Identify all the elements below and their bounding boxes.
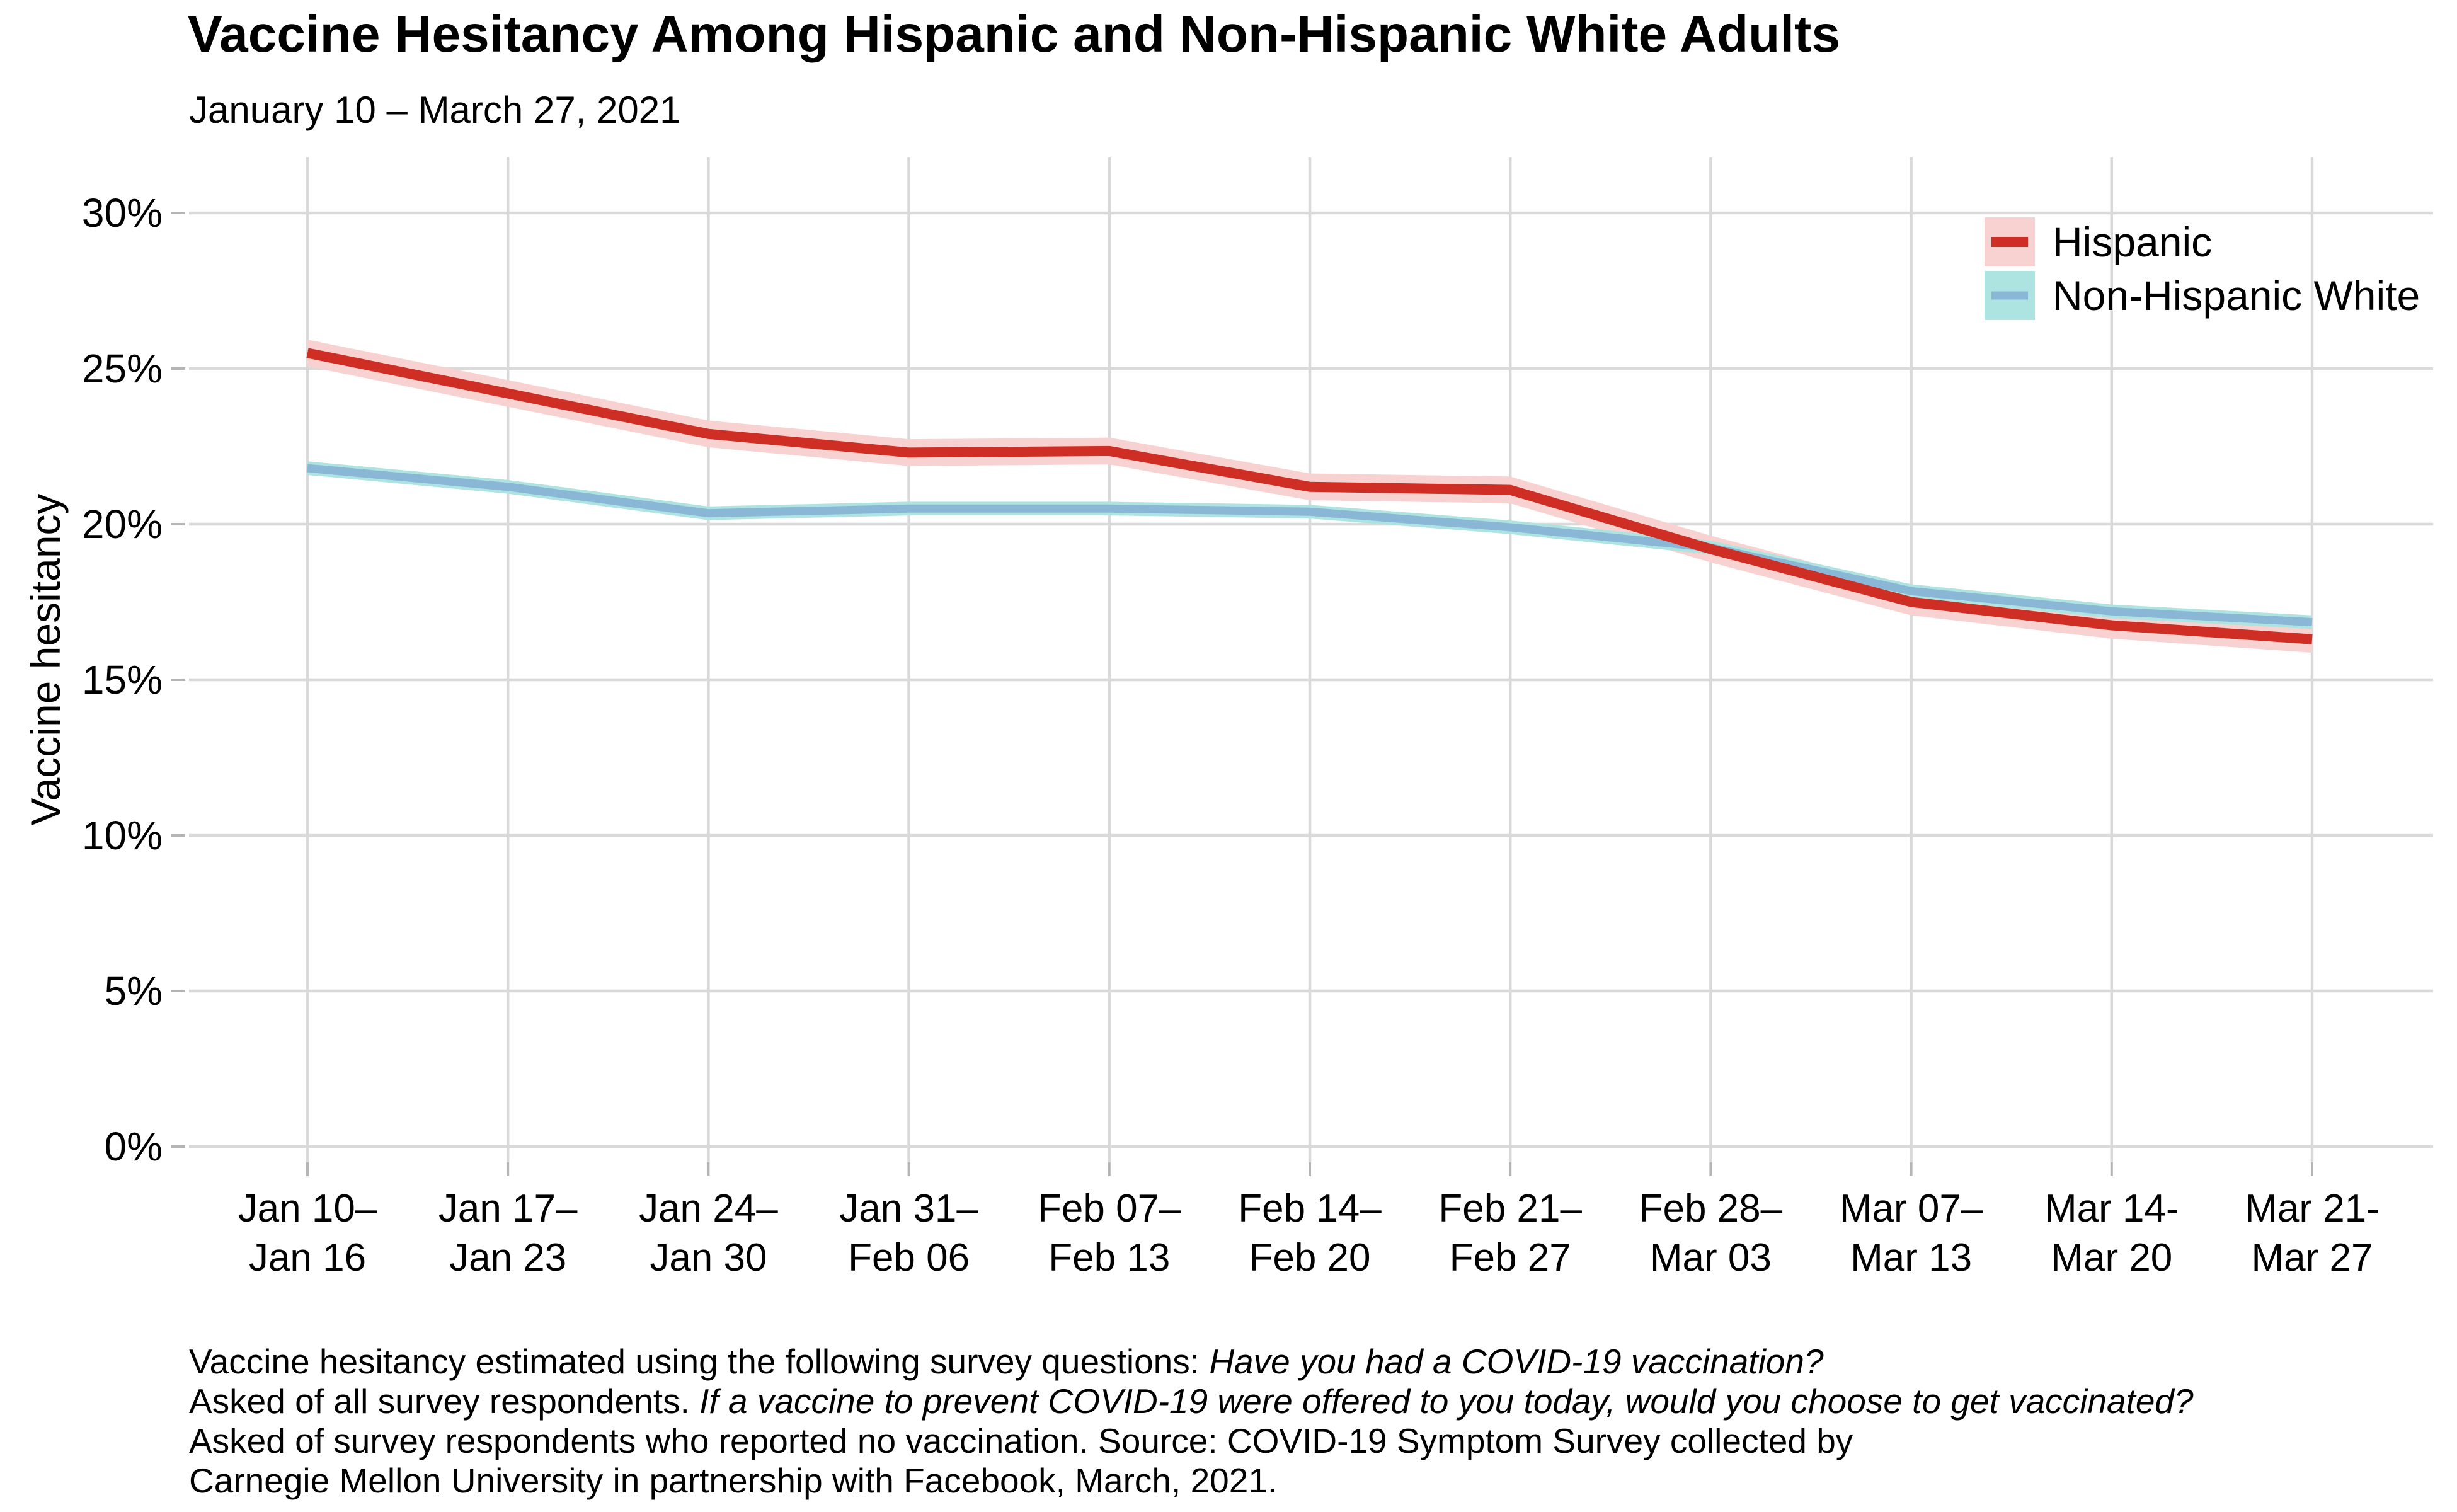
y-tick-label: 5% [104, 968, 163, 1014]
footnote-plain-text: Carnegie Mellon University in partnershi… [189, 1461, 1278, 1500]
y-tick-label: 30% [81, 190, 163, 236]
footnote-plain-text: Asked of survey respondents who reported… [189, 1421, 1853, 1460]
footnote-line: Asked of survey respondents who reported… [189, 1421, 2194, 1461]
x-tick-label: Jan 17– Jan 23 [438, 1187, 578, 1280]
x-tick-label: Mar 14- Mar 20 [2044, 1187, 2179, 1280]
footnote-question-text: If a vaccine to prevent COVID-19 were of… [699, 1382, 2194, 1421]
legend-key-swatch [1984, 217, 2035, 266]
x-tick-label: Jan 10– Jan 16 [238, 1187, 377, 1280]
footnote-line: Vaccine hesitancy estimated using the fo… [189, 1342, 2194, 1382]
footnote-plain-text: Vaccine hesitancy estimated using the fo… [189, 1342, 1210, 1381]
x-tick-label: Feb 07– Feb 13 [1038, 1187, 1181, 1280]
legend-label: Hispanic [2053, 219, 2213, 265]
data-line-non-hispanic-white [307, 464, 2313, 627]
legend: Hispanic Non-Hispanic White [1984, 217, 2420, 324]
y-tick-label: 0% [104, 1124, 163, 1169]
footnote-question-text: Have you had a COVID-19 vaccination? [1209, 1342, 1824, 1381]
x-tick-label: Feb 14– Feb 20 [1238, 1187, 1382, 1280]
legend-label: Non-Hispanic White [2053, 272, 2420, 319]
x-tick-label: Jan 24– Jan 30 [639, 1187, 778, 1280]
chart-title: Vaccine Hesitancy Among Hispanic and Non… [188, 6, 1840, 63]
y-tick-label: 15% [81, 657, 163, 702]
x-tick-label: Feb 28– Mar 03 [1639, 1187, 1783, 1280]
legend-entry: Non-Hispanic White [1984, 271, 2420, 320]
y-tick-label: 10% [81, 813, 163, 858]
footnote-line: Asked of all survey respondents. If a va… [189, 1382, 2194, 1421]
y-tick-label: 20% [81, 501, 163, 547]
legend-entry: Hispanic [1984, 217, 2420, 266]
footnote-plain-text: Asked of all survey respondents. [189, 1382, 700, 1421]
x-tick-label: Jan 31– Feb 06 [839, 1187, 978, 1280]
x-tick-label: Mar 07– Mar 13 [1839, 1187, 1983, 1280]
x-tick-label: Feb 21– Feb 27 [1438, 1187, 1582, 1280]
legend-key-swatch [1984, 271, 2035, 320]
y-tick-label: 25% [81, 346, 163, 391]
legend-key-line [1991, 237, 2028, 247]
footnote-text: Vaccine hesitancy estimated using the fo… [189, 1342, 2194, 1501]
legend-key-line [1991, 291, 2028, 300]
footnote-line: Carnegie Mellon University in partnershi… [189, 1461, 2194, 1501]
data-line-hispanic [306, 348, 2313, 644]
x-tick-label: Mar 21- Mar 27 [2245, 1187, 2380, 1280]
chart-subtitle: January 10 – March 27, 2021 [189, 89, 681, 131]
